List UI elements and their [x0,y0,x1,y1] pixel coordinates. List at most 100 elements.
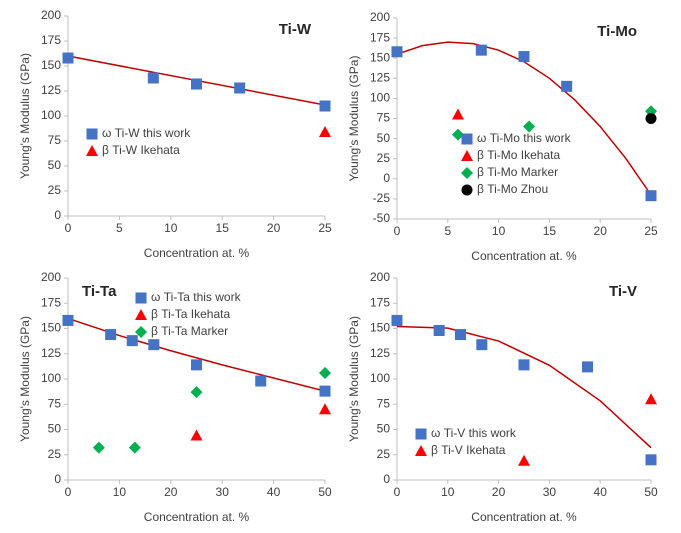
marker [461,167,473,179]
legend-label: β Ti-Ta Ikehata [151,307,230,321]
marker [476,339,488,351]
x-tick-label: 50 [318,485,332,499]
panel-title: Ti-V [609,283,637,300]
y-tick-label: 25 [48,447,62,461]
marker [319,100,331,112]
marker [147,72,159,84]
marker [135,292,147,304]
y-tick-label: 50 [377,131,391,145]
marker [461,184,473,196]
marker [190,429,203,441]
marker [135,309,147,320]
y-tick-label: 200 [370,270,390,284]
x-axis-label: Concentration at. % [144,246,250,260]
marker [86,128,98,140]
y-tick-label: 50 [377,422,391,436]
marker [62,314,74,326]
x-tick-label: 0 [65,485,72,499]
x-tick-label: 30 [543,485,557,499]
y-tick-label: 25 [48,183,62,197]
y-tick-label: 0 [383,472,390,486]
x-axis-label: Concentration at. % [144,510,250,524]
y-axis-label: Young's Modulus (GPa) [347,56,361,182]
marker [319,366,331,379]
legend-label: β Ti-Mo Zhou [477,182,548,196]
marker [319,403,331,415]
y-tick-label: 150 [41,58,61,72]
x-tick-label: 25 [644,224,658,238]
y-tick-label: 100 [41,371,61,385]
marker [451,128,464,141]
legend-label: β Ti-Mo Marker [477,165,558,179]
y-tick-label: -50 [373,211,391,225]
y-tick-label: 0 [383,171,390,185]
marker [126,335,138,347]
y-tick-label: 125 [41,346,61,360]
x-tick-label: 15 [216,221,230,235]
x-tick-label: 5 [116,221,123,235]
marker [582,361,593,373]
x-tick-label: 20 [267,221,281,235]
marker [461,150,473,161]
y-tick-label: 150 [41,321,61,335]
marker [105,329,117,341]
marker [191,78,202,90]
marker [415,428,427,440]
marker [234,82,246,94]
marker [128,441,141,454]
y-tick-label: 75 [48,396,62,410]
x-tick-label: 10 [492,224,506,238]
y-tick-label: 150 [370,321,390,335]
x-tick-label: 40 [594,485,608,499]
marker [645,190,657,202]
x-tick-label: 0 [65,221,72,235]
x-tick-label: 10 [113,485,127,499]
x-tick-label: 0 [394,485,401,499]
marker [645,393,657,405]
marker [518,454,530,466]
x-tick-label: 30 [216,485,230,499]
y-axis-label: Young's Modulus (GPa) [347,316,361,442]
marker [391,314,403,326]
marker [391,46,403,58]
y-tick-label: 200 [41,8,61,22]
x-tick-label: 10 [441,485,455,499]
y-tick-label: 100 [370,371,390,385]
y-tick-label: 125 [370,346,390,360]
marker [433,325,445,337]
panel-title: Ti-W [279,21,312,38]
marker [523,120,536,133]
y-axis-label: Young's Modulus (GPa) [18,53,32,179]
x-tick-label: 25 [318,221,332,235]
marker [415,445,427,456]
marker [455,329,466,341]
y-tick-label: 175 [370,30,390,44]
marker [319,385,331,397]
y-tick-label: 0 [54,472,61,486]
marker [255,375,267,387]
y-tick-label: 125 [370,70,390,84]
marker [135,326,147,338]
marker [92,441,105,454]
y-tick-label: 100 [41,108,61,122]
x-tick-label: 5 [444,224,451,238]
marker [62,52,74,64]
y-tick-label: 75 [48,133,62,147]
y-tick-label: 200 [370,10,390,24]
x-tick-label: 15 [543,224,557,238]
legend-label: β Ti-W Ikehata [102,143,180,157]
marker [518,51,530,63]
y-tick-label: 175 [370,295,390,309]
legend-label: ω Ti-Mo this work [477,131,572,145]
marker [518,359,530,371]
marker [190,386,203,399]
y-tick-label: 75 [377,396,391,410]
y-axis-label: Young's Modulus (GPa) [18,316,32,442]
y-tick-label: 50 [48,158,62,172]
marker [451,108,464,120]
y-tick-label: 100 [370,91,390,105]
x-tick-label: 0 [394,224,401,238]
marker [475,44,487,56]
marker [319,126,331,137]
